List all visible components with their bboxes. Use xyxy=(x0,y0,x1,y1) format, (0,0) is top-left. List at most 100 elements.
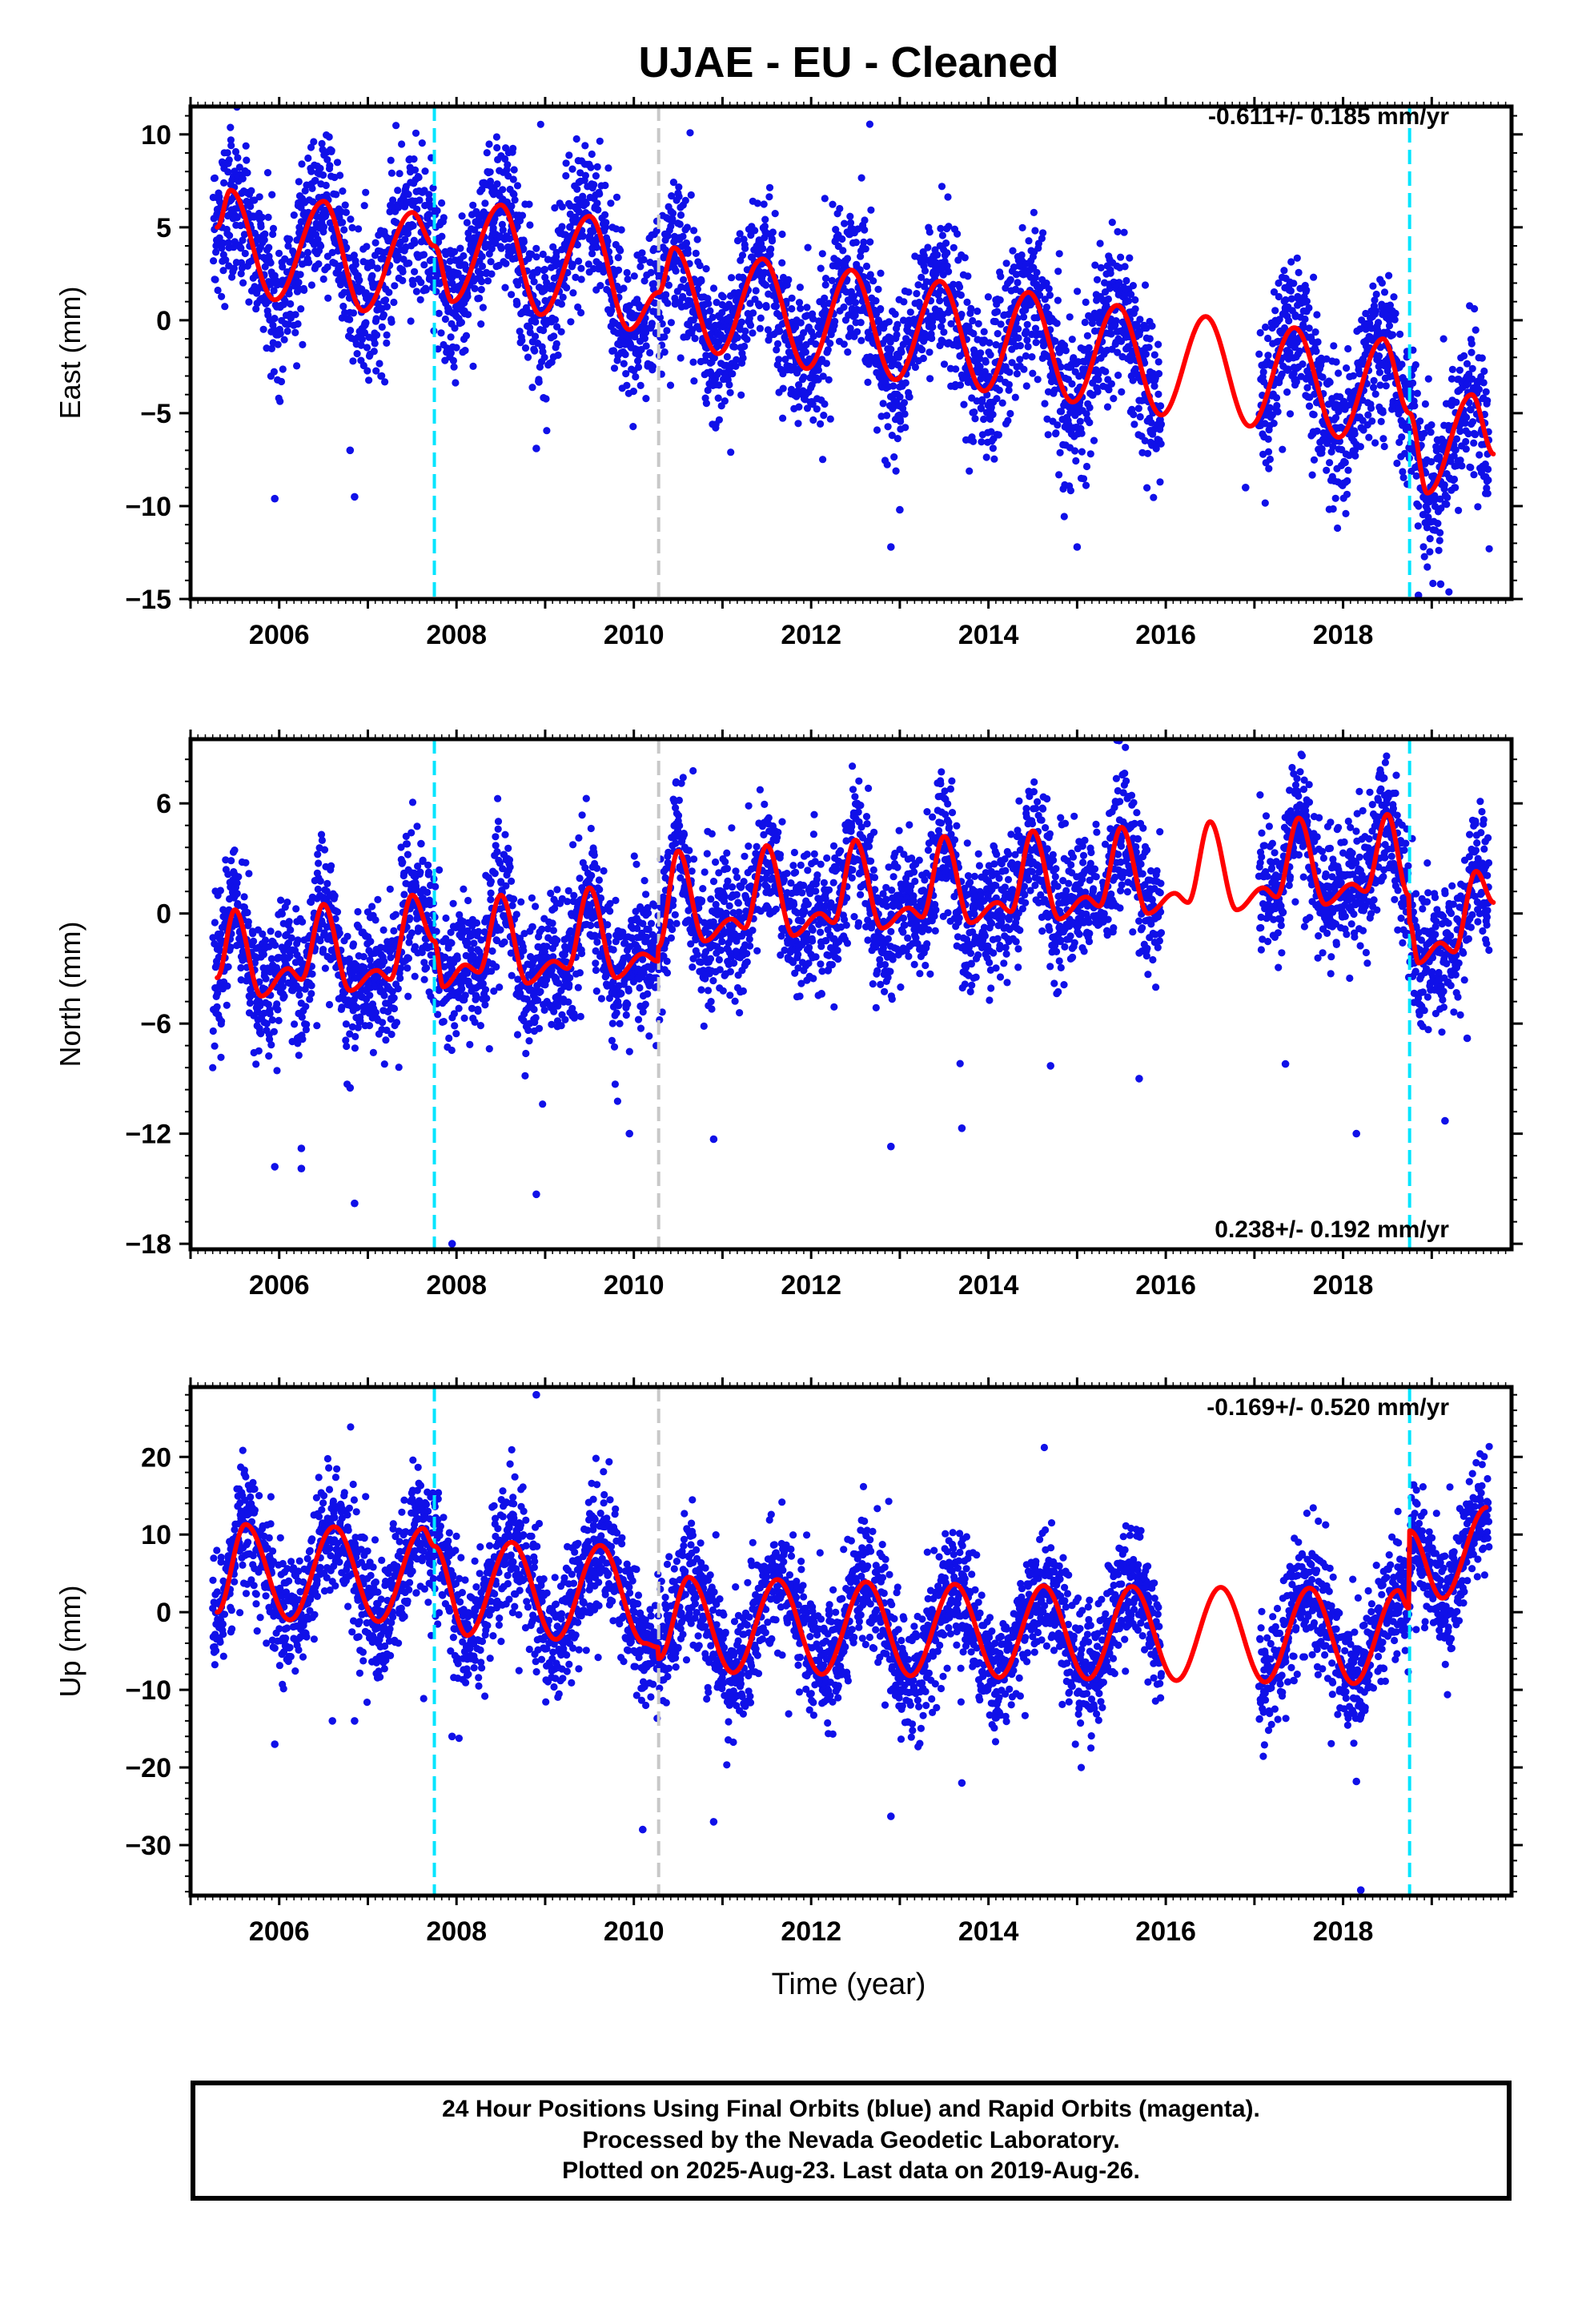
data-point xyxy=(359,361,367,370)
data-point xyxy=(1369,282,1377,290)
data-point xyxy=(960,400,968,408)
data-point xyxy=(268,191,276,199)
data-point xyxy=(493,143,501,152)
data-point xyxy=(532,244,540,252)
data-point xyxy=(686,129,694,137)
data-point xyxy=(743,336,751,344)
data-point xyxy=(1068,380,1076,388)
data-point xyxy=(239,236,247,244)
data-point xyxy=(235,873,243,881)
data-point xyxy=(844,348,852,356)
data-point xyxy=(964,272,972,280)
data-point xyxy=(1443,501,1451,509)
data-point xyxy=(1154,390,1162,398)
data-point xyxy=(682,239,691,247)
data-point xyxy=(1411,361,1419,369)
data-point xyxy=(339,187,347,195)
data-point xyxy=(727,448,735,456)
data-point xyxy=(581,142,589,150)
data-point xyxy=(218,292,226,300)
data-point xyxy=(373,264,382,272)
data-point xyxy=(796,283,805,292)
data-point xyxy=(715,381,723,389)
data-point xyxy=(1054,296,1062,304)
data-point xyxy=(1028,353,1036,361)
data-point xyxy=(738,251,747,259)
data-point xyxy=(650,279,658,287)
data-point xyxy=(1343,490,1351,498)
data-point xyxy=(995,386,1003,394)
data-point xyxy=(693,285,702,293)
data-point xyxy=(347,327,355,335)
data-point xyxy=(771,210,779,218)
data-point xyxy=(773,340,782,348)
data-point xyxy=(478,252,486,260)
data-point xyxy=(1013,370,1021,378)
x-tick-label: 2018 xyxy=(1313,620,1374,650)
data-point xyxy=(1344,344,1352,353)
data-point xyxy=(417,279,425,287)
data-point xyxy=(415,173,423,182)
data-point xyxy=(1157,402,1165,410)
data-point xyxy=(540,327,548,335)
data-point xyxy=(405,259,413,267)
data-point xyxy=(1009,247,1017,255)
data-point xyxy=(1131,296,1139,304)
data-point xyxy=(867,206,875,214)
data-point xyxy=(906,308,914,316)
data-point xyxy=(801,348,810,356)
data-point xyxy=(407,317,415,325)
data-point xyxy=(752,287,760,295)
data-point xyxy=(864,378,872,386)
data-point xyxy=(1060,513,1068,521)
data-point xyxy=(510,166,518,174)
data-point xyxy=(638,249,646,257)
data-point xyxy=(209,1063,217,1072)
data-point xyxy=(1146,335,1154,343)
data-point xyxy=(1030,208,1038,216)
data-point xyxy=(508,291,516,299)
data-point xyxy=(552,340,560,348)
data-point xyxy=(675,183,683,191)
data-point xyxy=(636,263,644,271)
data-point xyxy=(730,343,739,351)
data-point xyxy=(267,1041,275,1049)
data-point xyxy=(853,328,861,336)
data-point xyxy=(1314,338,1322,346)
data-point xyxy=(1472,326,1480,334)
data-point xyxy=(416,296,424,304)
data-point xyxy=(563,283,571,292)
data-point xyxy=(270,287,278,295)
data-point xyxy=(861,245,869,253)
data-point xyxy=(543,279,551,287)
data-point xyxy=(418,139,426,147)
data-point xyxy=(1371,439,1379,447)
data-point xyxy=(291,328,299,336)
data-point xyxy=(471,284,479,292)
data-point xyxy=(829,200,837,208)
data-point xyxy=(897,417,905,425)
data-point xyxy=(448,279,456,287)
data-point xyxy=(640,335,649,343)
data-point xyxy=(476,294,484,303)
data-point xyxy=(1370,376,1378,384)
data-point xyxy=(994,431,1002,439)
data-point xyxy=(943,249,951,257)
data-point xyxy=(1462,445,1470,453)
data-point xyxy=(535,378,543,386)
y-tick-label: −15 xyxy=(125,585,171,615)
data-point xyxy=(690,377,698,385)
data-point xyxy=(714,394,722,402)
data-point xyxy=(739,354,747,362)
data-point xyxy=(511,196,519,204)
data-point xyxy=(296,271,304,279)
data-point xyxy=(491,215,499,223)
data-point xyxy=(1029,369,1037,377)
data-point xyxy=(299,340,307,348)
plot-area xyxy=(209,107,1496,599)
data-point xyxy=(1429,579,1437,588)
data-point xyxy=(387,169,396,177)
data-point xyxy=(234,154,242,162)
data-point xyxy=(821,195,829,203)
